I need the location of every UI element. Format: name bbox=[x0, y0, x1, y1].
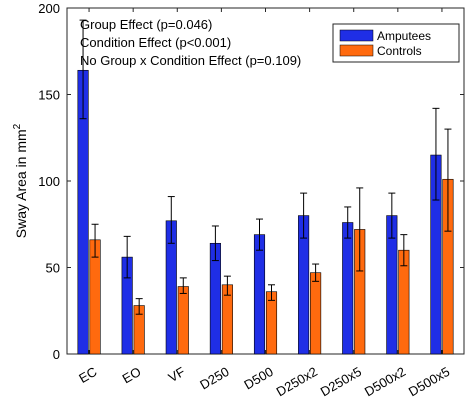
x-tick-label: D250x2 bbox=[274, 364, 320, 399]
annotation-condition-effect: Condition Effect (p<0.001) bbox=[80, 35, 231, 50]
x-tick-label: D250x5 bbox=[318, 364, 364, 399]
legend-label-controls: Controls bbox=[377, 44, 422, 58]
bar-controls-d500 bbox=[265, 291, 278, 355]
annotation-group-effect: Group Effect (p=0.046) bbox=[80, 17, 212, 32]
x-tick-label: EO bbox=[120, 364, 144, 386]
x-tick-label: D500x5 bbox=[406, 364, 452, 399]
y-tick-label: 50 bbox=[46, 261, 60, 276]
legend-label-amputees: Amputees bbox=[377, 29, 431, 43]
x-tick-label: VF bbox=[166, 364, 188, 385]
bar-controls-d250x2 bbox=[310, 272, 322, 355]
x-tick-label: D500x2 bbox=[362, 364, 408, 399]
x-tick-label: D500 bbox=[241, 364, 275, 393]
annotation-interaction-effect: No Group x Condition Effect (p=0.109) bbox=[80, 53, 301, 68]
bars-layer bbox=[77, 69, 454, 355]
y-tick-label: 200 bbox=[38, 1, 60, 16]
bar-controls-vf bbox=[177, 286, 189, 355]
annotations: Group Effect (p=0.046) Condition Effect … bbox=[80, 17, 301, 68]
y-tick-label: 150 bbox=[38, 88, 60, 103]
y-tick-label: 100 bbox=[38, 174, 60, 189]
y-tick-label: 0 bbox=[53, 347, 60, 362]
legend-swatch-amputees bbox=[339, 29, 374, 42]
legend: Amputees Controls bbox=[332, 23, 460, 63]
y-axis-label-superscript: 2 bbox=[12, 123, 23, 129]
error-bars-layer bbox=[79, 19, 452, 315]
bar-amputees-d500 bbox=[253, 234, 266, 355]
y-axis-label: Sway Area in mm2 bbox=[12, 123, 29, 238]
y-axis: 0 50 100 150 200 bbox=[38, 1, 464, 362]
plot-area bbox=[66, 7, 465, 355]
y-axis-label-text: Sway Area in mm bbox=[13, 129, 29, 238]
x-tick-label: D250 bbox=[197, 364, 231, 393]
bar-amputees-d250x5 bbox=[342, 222, 354, 355]
legend-swatch-controls bbox=[339, 44, 374, 57]
x-tick-label: EC bbox=[76, 364, 99, 386]
